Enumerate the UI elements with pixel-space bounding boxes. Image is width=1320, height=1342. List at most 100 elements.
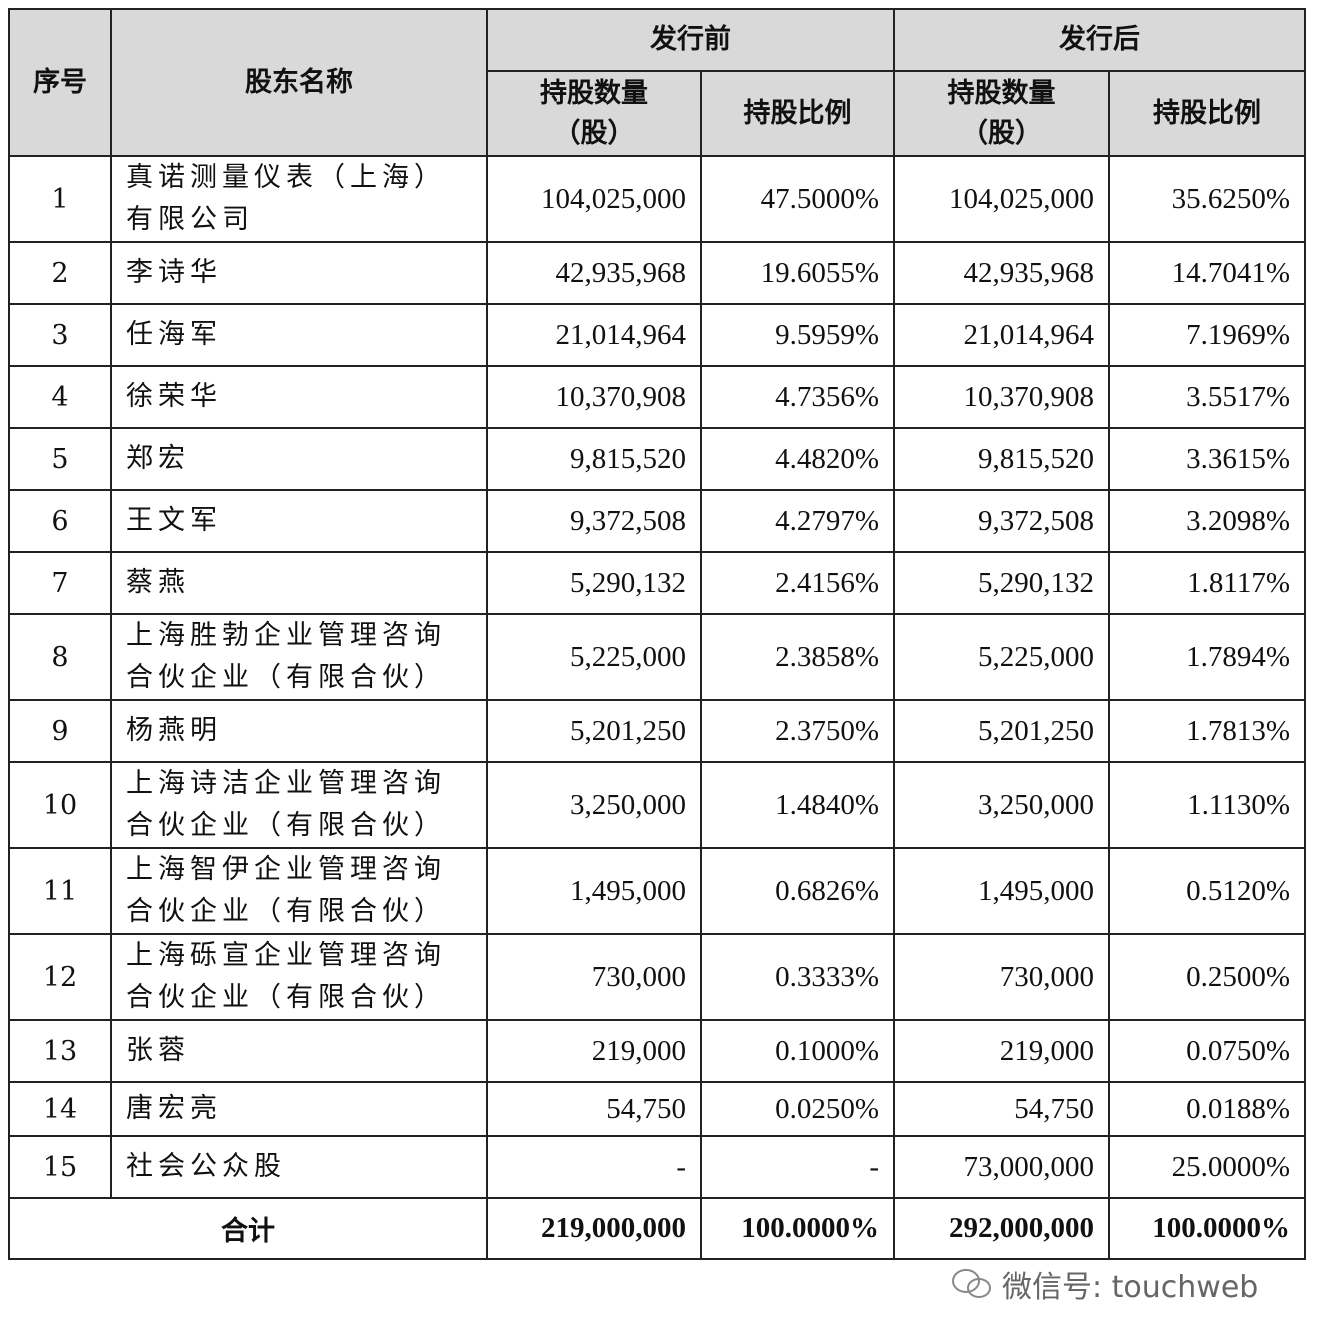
after-ratio: 0.2500% [1108, 933, 1306, 1021]
before-shares: 54,750 [486, 1081, 702, 1137]
shareholder-name: 张蓉 [110, 1019, 488, 1083]
row-index: 15 [8, 1135, 112, 1199]
header-index: 序号 [8, 8, 112, 157]
after-shares: 5,225,000 [893, 613, 1110, 701]
before-ratio: 0.6826% [700, 847, 895, 935]
row-index: 2 [8, 241, 112, 305]
shareholder-name: 任海军 [110, 303, 488, 367]
after-ratio: 25.0000% [1108, 1135, 1306, 1199]
shareholder-name: 唐宏亮 [110, 1081, 488, 1137]
before-ratio: 2.3750% [700, 699, 895, 763]
before-shares: 10,370,908 [486, 365, 702, 429]
header-before: 发行前 [486, 8, 895, 72]
after-ratio: 14.7041% [1108, 241, 1306, 305]
after-shares: 9,372,508 [893, 489, 1110, 553]
table-row: 9 杨燕明 5,201,250 2.3750% 5,201,250 1.7813% [8, 699, 1306, 763]
before-shares: 5,201,250 [486, 699, 702, 763]
table-row: 8 上海胜勃企业管理咨询合伙企业（有限合伙） 5,225,000 2.3858% 5,2… [8, 613, 1306, 701]
after-ratio: 3.5517% [1108, 365, 1306, 429]
after-shares: 219,000 [893, 1019, 1110, 1083]
shareholder-name: 李诗华 [110, 241, 488, 305]
shareholder-name: 社会公众股 [110, 1135, 488, 1199]
shareholder-name: 上海诗洁企业管理咨询合伙企业（有限合伙） [110, 761, 488, 849]
table-row: 6 王文军 9,372,508 4.2797% 9,372,508 3.2098% [8, 489, 1306, 553]
before-shares: 5,225,000 [486, 613, 702, 701]
shareholder-name: 杨燕明 [110, 699, 488, 763]
shareholder-name: 蔡燕 [110, 551, 488, 615]
shareholder-name: 上海智伊企业管理咨询合伙企业（有限合伙） [110, 847, 488, 935]
after-shares: 21,014,964 [893, 303, 1110, 367]
before-shares: 1,495,000 [486, 847, 702, 935]
shareholder-name: 王文军 [110, 489, 488, 553]
row-index: 14 [8, 1081, 112, 1137]
table-row: 12 上海砾宣企业管理咨询合伙企业（有限合伙） 730,000 0.3333% 730,… [8, 933, 1306, 1021]
after-ratio: 0.0188% [1108, 1081, 1306, 1137]
after-ratio: 7.1969% [1108, 303, 1306, 367]
header-before-shares: 持股数量 （股） [486, 70, 702, 157]
table-row: 7 蔡燕 5,290,132 2.4156% 5,290,132 1.8117% [8, 551, 1306, 615]
before-ratio: 4.4820% [700, 427, 895, 491]
header-before-ratio: 持股比例 [700, 70, 895, 157]
row-index: 7 [8, 551, 112, 615]
after-ratio: 3.3615% [1108, 427, 1306, 491]
after-shares: 9,815,520 [893, 427, 1110, 491]
header-after-shares: 持股数量 （股） [893, 70, 1110, 157]
before-ratio: 9.5959% [700, 303, 895, 367]
wechat-icon [952, 1269, 991, 1298]
header-after: 发行后 [893, 8, 1306, 72]
row-index: 9 [8, 699, 112, 763]
table-row: 3 任海军 21,014,964 9.5959% 21,014,964 7.1969% [8, 303, 1306, 367]
after-shares: 5,290,132 [893, 551, 1110, 615]
before-shares: 42,935,968 [486, 241, 702, 305]
before-shares: - [486, 1135, 702, 1199]
after-shares: 54,750 [893, 1081, 1110, 1137]
after-ratio: 1.1130% [1108, 761, 1306, 849]
before-ratio: - [700, 1135, 895, 1199]
total-after-ratio: 100.0000% [1108, 1197, 1306, 1260]
before-ratio: 1.4840% [700, 761, 895, 849]
row-index: 10 [8, 761, 112, 849]
row-index: 3 [8, 303, 112, 367]
before-shares: 9,815,520 [486, 427, 702, 491]
table-row: 2 李诗华 42,935,968 19.6055% 42,935,968 14.7041% [8, 241, 1306, 305]
after-shares: 730,000 [893, 933, 1110, 1021]
before-shares: 21,014,964 [486, 303, 702, 367]
watermark-text: 微信号: touchweb [1002, 1270, 1259, 1305]
shareholder-table: 序号 股东名称 发行前 发行后 持股数量 （股） 持股比例 持股数量 （股） 持… [8, 8, 1306, 1260]
header-after-ratio: 持股比例 [1108, 70, 1306, 157]
total-before-shares: 219,000,000 [486, 1197, 702, 1260]
table-row: 10 上海诗洁企业管理咨询合伙企业（有限合伙） 3,250,000 1.4840% 3,… [8, 761, 1306, 849]
before-shares: 5,290,132 [486, 551, 702, 615]
table-body: 1 真诺测量仪表（上海）有限公司 104,025,000 47.5000% 104,02… [8, 155, 1306, 1199]
before-shares: 9,372,508 [486, 489, 702, 553]
after-ratio: 35.6250% [1108, 155, 1306, 243]
before-ratio: 0.3333% [700, 933, 895, 1021]
after-shares: 104,025,000 [893, 155, 1110, 243]
after-ratio: 3.2098% [1108, 489, 1306, 553]
before-ratio: 47.5000% [700, 155, 895, 243]
table-row: 4 徐荣华 10,370,908 4.7356% 10,370,908 3.5517% [8, 365, 1306, 429]
before-shares: 730,000 [486, 933, 702, 1021]
before-ratio: 2.4156% [700, 551, 895, 615]
before-shares: 219,000 [486, 1019, 702, 1083]
row-index: 6 [8, 489, 112, 553]
before-shares: 3,250,000 [486, 761, 702, 849]
total-row: 合计 219,000,000 100.0000% 292,000,000 100… [8, 1197, 1306, 1260]
before-ratio: 2.3858% [700, 613, 895, 701]
shareholder-name: 上海胜勃企业管理咨询合伙企业（有限合伙） [110, 613, 488, 701]
before-ratio: 19.6055% [700, 241, 895, 305]
header-name: 股东名称 [110, 8, 488, 157]
watermark: 微信号: touchweb [950, 1262, 1258, 1306]
after-ratio: 1.7813% [1108, 699, 1306, 763]
table-row: 13 张蓉 219,000 0.1000% 219,000 0.0750% [8, 1019, 1306, 1083]
before-ratio: 0.1000% [700, 1019, 895, 1083]
after-shares: 3,250,000 [893, 761, 1110, 849]
row-index: 11 [8, 847, 112, 935]
total-after-shares: 292,000,000 [893, 1197, 1110, 1260]
after-shares: 73,000,000 [893, 1135, 1110, 1199]
after-ratio: 1.7894% [1108, 613, 1306, 701]
shareholder-name: 徐荣华 [110, 365, 488, 429]
after-ratio: 0.5120% [1108, 847, 1306, 935]
table-row: 15 社会公众股 - -73,000,000 25.0000% [8, 1135, 1306, 1199]
row-index: 12 [8, 933, 112, 1021]
